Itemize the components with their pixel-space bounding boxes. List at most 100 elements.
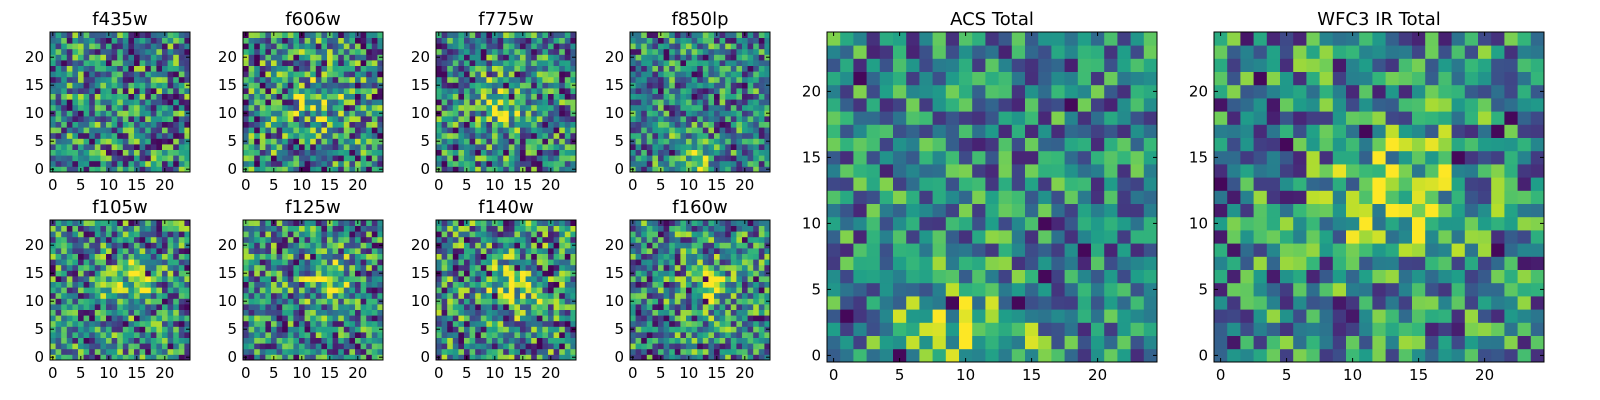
heatmap-cell (299, 276, 305, 282)
heatmap-cell (265, 348, 272, 355)
heatmap-cell (360, 37, 367, 44)
heatmap-cell (436, 127, 442, 134)
heatmap-cell (686, 71, 692, 78)
heatmap-cell (674, 276, 681, 282)
heatmap-cell (525, 93, 532, 100)
heatmap-cell (145, 220, 152, 226)
heatmap-cell (674, 138, 681, 145)
heatmap-cell (55, 354, 62, 361)
heatmap-cell (441, 320, 448, 327)
heatmap-cell (486, 337, 493, 344)
heatmap-cell (100, 276, 107, 282)
heatmap-cell (243, 132, 249, 139)
heatmap-cell (559, 315, 566, 322)
heatmap-cell (646, 298, 653, 305)
heatmap-cell (72, 343, 79, 350)
heatmap-cell (441, 270, 448, 277)
heatmap-cell (371, 337, 378, 344)
heatmap-cell (243, 259, 249, 266)
heatmap-cell (128, 225, 135, 232)
heatmap-cell (184, 127, 191, 134)
heatmap-cell (139, 270, 146, 277)
heatmap-cell (497, 82, 504, 89)
heatmap-cell (287, 264, 294, 271)
heatmap-cell (66, 43, 73, 50)
heatmap-cell (559, 270, 566, 277)
heatmap-cell (747, 71, 754, 78)
heatmap-cell (553, 270, 560, 277)
heatmap-cell (742, 110, 748, 117)
heatmap-cell (725, 304, 732, 310)
heatmap-cell (89, 225, 96, 232)
heatmap-cell (508, 110, 515, 117)
heatmap-cell (310, 315, 317, 322)
heatmap-cell (89, 155, 96, 162)
heatmap-cell (559, 127, 566, 134)
heatmap-cell (486, 332, 493, 338)
heatmap-cell (89, 54, 96, 61)
heatmap-cell (686, 43, 692, 50)
heatmap-cell (697, 281, 704, 288)
heatmap-cell (355, 104, 361, 111)
heatmap-cell (497, 166, 504, 173)
heatmap-cell (742, 88, 748, 94)
heatmap-cell (117, 160, 124, 167)
heatmap-cell (725, 326, 732, 333)
heatmap-cell (553, 315, 560, 322)
heatmap-cell (764, 309, 771, 316)
heatmap-cell (327, 259, 333, 266)
heatmap-cell (134, 304, 140, 310)
heatmap-cell (436, 155, 442, 162)
heatmap-cell (702, 82, 709, 89)
heatmap-cell (310, 65, 317, 72)
heatmap-cell (117, 354, 124, 361)
heatmap-cell (674, 43, 681, 50)
heatmap-cell (377, 276, 384, 282)
heatmap-cell (702, 121, 709, 128)
heatmap-cell (503, 71, 510, 78)
heatmap-cell (742, 99, 748, 106)
heatmap-cell (492, 88, 498, 94)
heatmap-cell (310, 60, 317, 66)
heatmap-cell (464, 281, 470, 288)
heatmap-cell (564, 88, 571, 94)
heatmap-cell (702, 298, 709, 305)
heatmap-cell (652, 304, 659, 310)
heatmap-cell (55, 225, 62, 232)
heatmap-cell (458, 276, 465, 282)
heatmap-cell (559, 132, 566, 139)
heatmap-cell (652, 292, 659, 299)
heatmap-cell (106, 337, 112, 344)
heatmap-cell (542, 304, 549, 310)
heatmap-cell (753, 48, 760, 55)
heatmap-cell (503, 104, 510, 111)
heatmap-cell (553, 99, 560, 106)
heatmap-cell (338, 43, 345, 50)
heatmap-cell (360, 253, 367, 260)
heatmap-cell (150, 220, 157, 226)
heatmap-cell (72, 43, 79, 50)
heatmap-cell (635, 104, 642, 111)
heatmap-cell (497, 231, 504, 238)
heatmap-cell (469, 236, 476, 243)
heatmap-cell (343, 281, 350, 288)
heatmap-cell (691, 37, 698, 44)
heatmap-cell (570, 315, 577, 322)
heatmap-cell (184, 320, 191, 327)
heatmap-cell (184, 144, 191, 150)
heatmap-cell (265, 60, 272, 66)
heatmap-cell (680, 343, 687, 350)
heatmap-cell (514, 248, 521, 254)
heatmap-cell (134, 132, 140, 139)
heatmap-cell (753, 149, 760, 156)
heatmap-cell (360, 76, 367, 83)
heatmap-cell (725, 166, 732, 173)
heatmap-cell (128, 292, 135, 299)
heatmap-cell (514, 264, 521, 271)
heatmap-cell (458, 231, 465, 238)
heatmap-cell (531, 332, 538, 338)
heatmap-cell (669, 32, 676, 38)
heatmap-cell (520, 337, 526, 344)
heatmap-cell (464, 326, 470, 333)
